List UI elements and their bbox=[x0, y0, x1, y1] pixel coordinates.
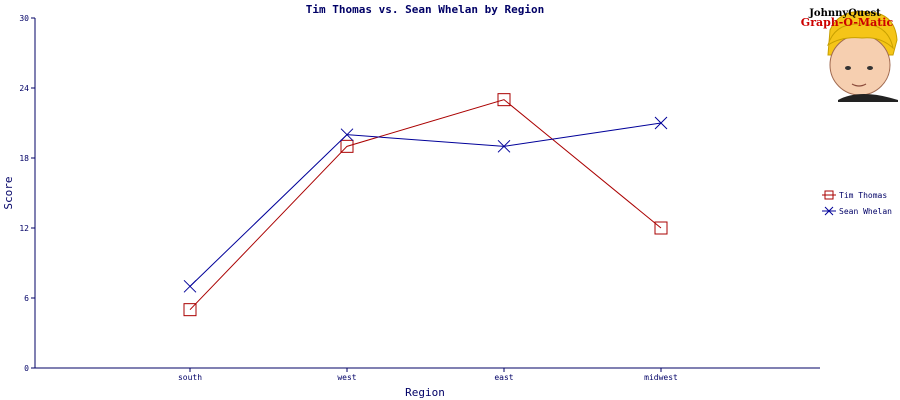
data-point-1-2 bbox=[497, 139, 511, 153]
data-point-1-1 bbox=[340, 128, 354, 142]
x-tick-label: west bbox=[337, 373, 356, 382]
y-tick-label: 24 bbox=[19, 84, 29, 93]
x-axis-label: Region bbox=[405, 386, 445, 399]
legend-label-1: Sean Whelan bbox=[839, 207, 892, 216]
y-axis-label: Score bbox=[2, 176, 15, 209]
logo-line1: JohnnyQuest bbox=[808, 8, 881, 19]
logo-line2: Graph-O-Matic bbox=[801, 16, 894, 29]
data-point-0-2 bbox=[497, 93, 511, 107]
y-tick-label: 18 bbox=[19, 154, 29, 163]
data-point-1-0 bbox=[183, 279, 197, 293]
data-point-0-3 bbox=[654, 221, 668, 235]
data-point-0-1 bbox=[340, 139, 354, 153]
x-ticks: south west east midwest bbox=[178, 368, 678, 382]
series-layer bbox=[183, 93, 668, 317]
chart-title: Tim Thomas vs. Sean Whelan by Region bbox=[306, 3, 544, 16]
y-tick-label: 12 bbox=[19, 224, 29, 233]
y-tick-label: 0 bbox=[24, 364, 29, 373]
x-tick-label: midwest bbox=[644, 373, 678, 382]
legend-marker-1 bbox=[824, 206, 834, 216]
data-point-0-0 bbox=[183, 303, 197, 317]
y-tick-label: 30 bbox=[19, 14, 29, 23]
legend-marker-0 bbox=[824, 190, 834, 200]
y-tick-label: 6 bbox=[24, 294, 29, 303]
series-line-0 bbox=[189, 99, 662, 311]
legend-label-0: Tim Thomas bbox=[839, 191, 887, 200]
data-point-1-3 bbox=[654, 116, 668, 130]
legend: Tim Thomas Sean Whelan bbox=[822, 190, 892, 216]
logo: JohnnyQuest Graph-O-Matic bbox=[801, 8, 898, 102]
logo-portrait bbox=[827, 10, 898, 102]
x-tick-label: east bbox=[494, 373, 513, 382]
x-tick-label: south bbox=[178, 373, 202, 382]
y-ticks: 0 6 12 18 24 30 bbox=[19, 14, 35, 373]
series-line-1 bbox=[189, 122, 662, 287]
